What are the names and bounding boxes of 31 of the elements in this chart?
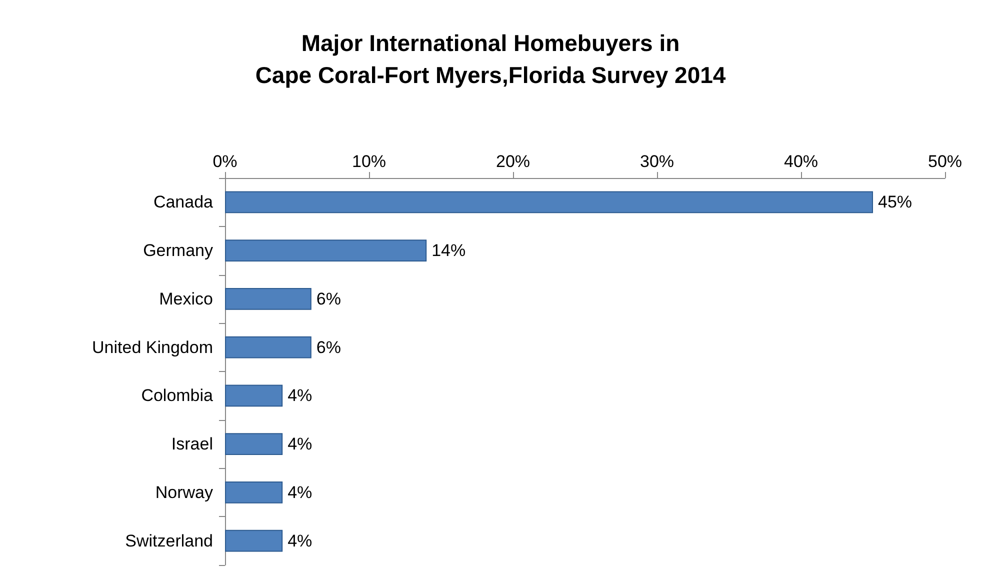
data-label: 4% — [288, 434, 312, 454]
bar — [225, 191, 873, 214]
bar — [225, 530, 283, 552]
bar — [225, 240, 427, 262]
data-label: 45% — [878, 192, 912, 212]
y-tick-label: Colombia — [141, 386, 214, 406]
y-tick-label: United Kingdom — [92, 338, 213, 357]
data-label: 4% — [288, 531, 312, 550]
y-tick-label: Germany — [143, 241, 214, 260]
bar — [225, 288, 312, 310]
x-tick-label: 20% — [496, 152, 530, 171]
y-tick-label: Israel — [171, 434, 213, 454]
data-label: 4% — [288, 386, 312, 406]
bar — [225, 482, 283, 504]
data-label: 14% — [432, 241, 466, 260]
data-label: 6% — [316, 289, 341, 308]
chart-title: Major International Homebuyers in Cape Coral-Fort Myers,Florida Survey 2014 — [255, 30, 726, 88]
y-tick-label: Mexico — [159, 289, 213, 308]
x-tick-label: 10% — [352, 152, 386, 171]
x-tick-label: 40% — [784, 152, 818, 171]
x-tick-label: 30% — [640, 152, 674, 171]
bar — [225, 384, 283, 407]
y-tick-label: Switzerland — [125, 531, 213, 550]
bar — [225, 336, 312, 358]
y-tick-label: Canada — [153, 192, 214, 212]
data-label: 4% — [288, 482, 312, 502]
bar — [225, 433, 283, 455]
x-tick-label: 50% — [928, 152, 962, 171]
y-tick-label: Norway — [155, 482, 214, 502]
x-tick-label: 0% — [212, 152, 238, 171]
data-label: 6% — [316, 338, 341, 357]
